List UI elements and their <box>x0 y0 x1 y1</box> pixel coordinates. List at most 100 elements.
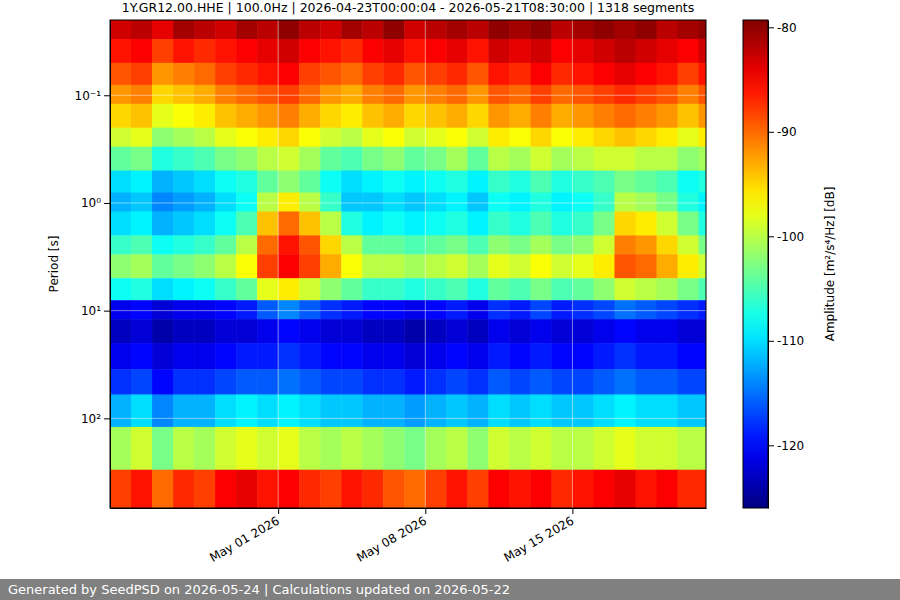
cell <box>404 193 426 212</box>
cell <box>509 193 531 212</box>
cell <box>530 20 552 39</box>
grid-line <box>278 20 279 508</box>
x-axis: May 01 2026May 08 2026May 15 2026 <box>111 508 707 565</box>
cell <box>488 104 510 128</box>
tick-label: -100 <box>777 230 804 244</box>
cell <box>152 427 174 470</box>
cell <box>131 147 153 171</box>
cell <box>467 319 489 343</box>
cell <box>446 171 468 193</box>
tick-mark <box>572 508 573 514</box>
tick: May 15 2026 <box>501 508 576 565</box>
cell <box>488 63 510 85</box>
cell <box>110 128 132 147</box>
cell <box>572 235 594 254</box>
cell <box>341 254 363 278</box>
cell <box>530 278 552 300</box>
tick-label: 10¹ <box>81 304 101 318</box>
cell <box>530 394 552 427</box>
cell <box>488 171 510 193</box>
tick: -80 <box>768 21 797 35</box>
cell <box>383 394 405 427</box>
cell <box>320 300 342 319</box>
cell <box>194 104 216 128</box>
cell <box>383 254 405 278</box>
cell <box>614 193 636 212</box>
cell <box>446 343 468 370</box>
cell <box>509 470 531 508</box>
cell <box>446 85 468 104</box>
cell <box>488 343 510 370</box>
cell <box>614 394 636 427</box>
cell <box>699 235 706 254</box>
tick-mark <box>104 311 110 312</box>
cell <box>383 39 405 63</box>
tick: -90 <box>768 125 797 139</box>
cell <box>614 85 636 104</box>
cell <box>236 394 258 427</box>
cell <box>257 369 279 395</box>
cell <box>551 369 573 395</box>
cell <box>194 235 216 254</box>
cell <box>341 394 363 427</box>
cell <box>173 171 195 193</box>
cell <box>236 235 258 254</box>
cell <box>236 319 258 343</box>
y-axis-title: Period [s] <box>47 236 61 293</box>
cell <box>173 300 195 319</box>
cell <box>215 128 237 147</box>
grid-line <box>110 310 706 311</box>
cell <box>446 254 468 278</box>
cell <box>614 104 636 128</box>
cell <box>341 63 363 85</box>
cell <box>152 394 174 427</box>
cell <box>678 128 700 147</box>
cell <box>530 39 552 63</box>
cell <box>362 128 384 147</box>
cell <box>657 85 679 104</box>
cell <box>278 128 300 147</box>
cell <box>593 254 615 278</box>
cell <box>678 319 700 343</box>
tick: 10¹ <box>81 304 110 318</box>
cell <box>509 20 531 39</box>
cell <box>467 104 489 128</box>
cell <box>425 470 447 508</box>
cell <box>446 278 468 300</box>
cell <box>425 343 447 370</box>
cell <box>699 394 706 427</box>
cell <box>699 254 706 278</box>
cell <box>488 254 510 278</box>
cell <box>699 343 706 370</box>
cell <box>383 343 405 370</box>
cell <box>173 85 195 104</box>
cell <box>509 300 531 319</box>
cell <box>320 278 342 300</box>
cell <box>278 319 300 343</box>
tick: 10⁰ <box>81 196 110 210</box>
cell <box>320 211 342 235</box>
cell <box>362 470 384 508</box>
cell <box>299 427 321 470</box>
cell <box>131 470 153 508</box>
cell <box>383 85 405 104</box>
tick: -100 <box>768 230 804 244</box>
cell <box>404 235 426 254</box>
cell <box>194 20 216 39</box>
cell <box>404 20 426 39</box>
cell <box>215 147 237 171</box>
cell <box>362 254 384 278</box>
cell <box>593 235 615 254</box>
cell <box>530 128 552 147</box>
cell <box>446 300 468 319</box>
cell <box>657 394 679 427</box>
cell <box>110 369 132 395</box>
cell <box>299 128 321 147</box>
cell <box>299 211 321 235</box>
cell <box>509 63 531 85</box>
cell <box>173 369 195 395</box>
cell <box>152 369 174 395</box>
cell <box>446 369 468 395</box>
cell <box>404 104 426 128</box>
cell <box>173 470 195 508</box>
